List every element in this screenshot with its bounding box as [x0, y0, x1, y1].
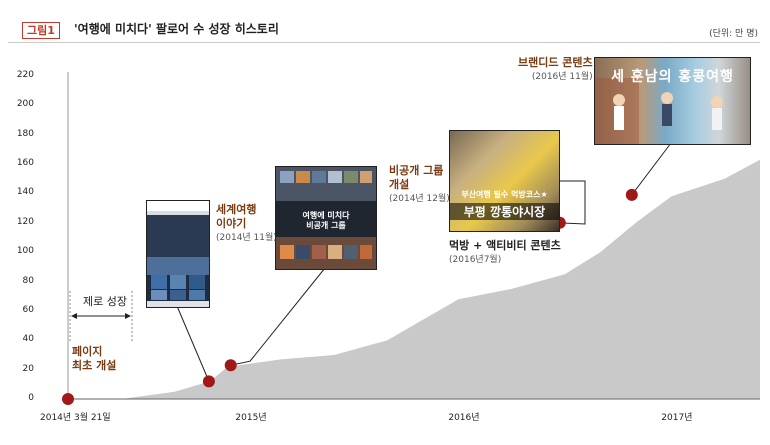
y-tick-label: 60	[22, 304, 34, 315]
period-label: 제로 성장	[83, 295, 127, 308]
x-tick-label: 2014년 3월 21일	[40, 413, 111, 423]
event-date: (2016년7월)	[449, 255, 502, 265]
y-tick-label: 180	[16, 128, 34, 139]
event-annotation: 페이지 최초 개설	[72, 345, 116, 373]
event-marker	[62, 393, 74, 405]
event-leader-line	[176, 305, 210, 382]
x-tick-label: 2015년	[235, 413, 267, 423]
figure-label: 그림1	[22, 22, 60, 39]
x-tick-label: 2016년	[448, 413, 480, 423]
figure-header: 그림1 '여행에 미치다' 팔로어 수 성장 히스토리 (단위: 만 명)	[8, 16, 760, 42]
branded-content-thumbnail: 세 훈남의 홍콩여행	[594, 57, 751, 145]
food-caption-bottom: 부평 깡통야시장	[450, 203, 559, 220]
event-annotation: 먹방 + 액티비티 콘텐츠 (2016년7월)	[449, 239, 561, 267]
event-leader-line	[230, 267, 326, 366]
event-title: 페이지 최초 개설	[72, 345, 117, 372]
event-title: 세계여행 이야기	[216, 203, 257, 230]
event-marker	[625, 188, 638, 201]
private-group-thumbnail: 여행에 미치다 비공개 그룹	[275, 166, 377, 270]
y-tick-label: 0	[28, 393, 34, 403]
y-tick-label: 160	[16, 158, 34, 169]
x-tick-label: 2017년	[661, 413, 693, 423]
event-date: (2014년 12월)	[389, 194, 450, 204]
world-travel-post-thumbnail	[146, 200, 210, 308]
period-arrow-left-head	[71, 313, 77, 319]
event-title: 브랜디드 콘텐츠	[518, 56, 593, 69]
y-tick-label: 40	[22, 334, 34, 345]
group-caption: 여행에 미치다 비공개 그룹	[302, 211, 350, 230]
event-marker	[224, 359, 237, 372]
y-tick-label: 140	[16, 187, 34, 198]
y-tick-label: 200	[16, 99, 34, 110]
food-content-thumbnail: 부산여행 필수 먹방코스★ 부평 깡통야시장	[449, 130, 560, 232]
event-annotation: 브랜디드 콘텐츠 (2016년 11월)	[518, 56, 593, 84]
figure-title: '여행에 미치다' 팔로어 수 성장 히스토리	[74, 22, 279, 36]
event-annotation: 비공개 그룹 개설 (2014년 12월)	[389, 164, 450, 206]
branded-caption: 세 훈남의 홍콩여행	[611, 69, 734, 85]
y-tick-label: 120	[16, 216, 34, 227]
event-annotation: 세계여행 이야기 (2014년 11월)	[216, 203, 277, 245]
event-marker	[202, 375, 215, 388]
event-date: (2016년 11월)	[531, 72, 593, 82]
follower-area-series	[68, 159, 760, 399]
y-tick-label: 20	[22, 363, 34, 374]
event-title: 비공개 그룹 개설	[389, 164, 444, 191]
event-leader-line	[559, 180, 586, 225]
y-tick-label: 100	[16, 246, 34, 257]
event-date: (2014년 11월)	[216, 233, 277, 243]
event-leader-line	[631, 142, 672, 196]
header-divider	[8, 42, 760, 43]
food-caption-top: 부산여행 필수 먹방코스★	[461, 190, 548, 199]
event-title: 먹방 + 액티비티 콘텐츠	[449, 239, 561, 252]
y-tick-label: 220	[16, 70, 34, 80]
unit-label: (단위: 만 명)	[709, 29, 758, 39]
y-tick-label: 80	[22, 275, 34, 286]
period-arrow-right-head	[125, 313, 131, 319]
